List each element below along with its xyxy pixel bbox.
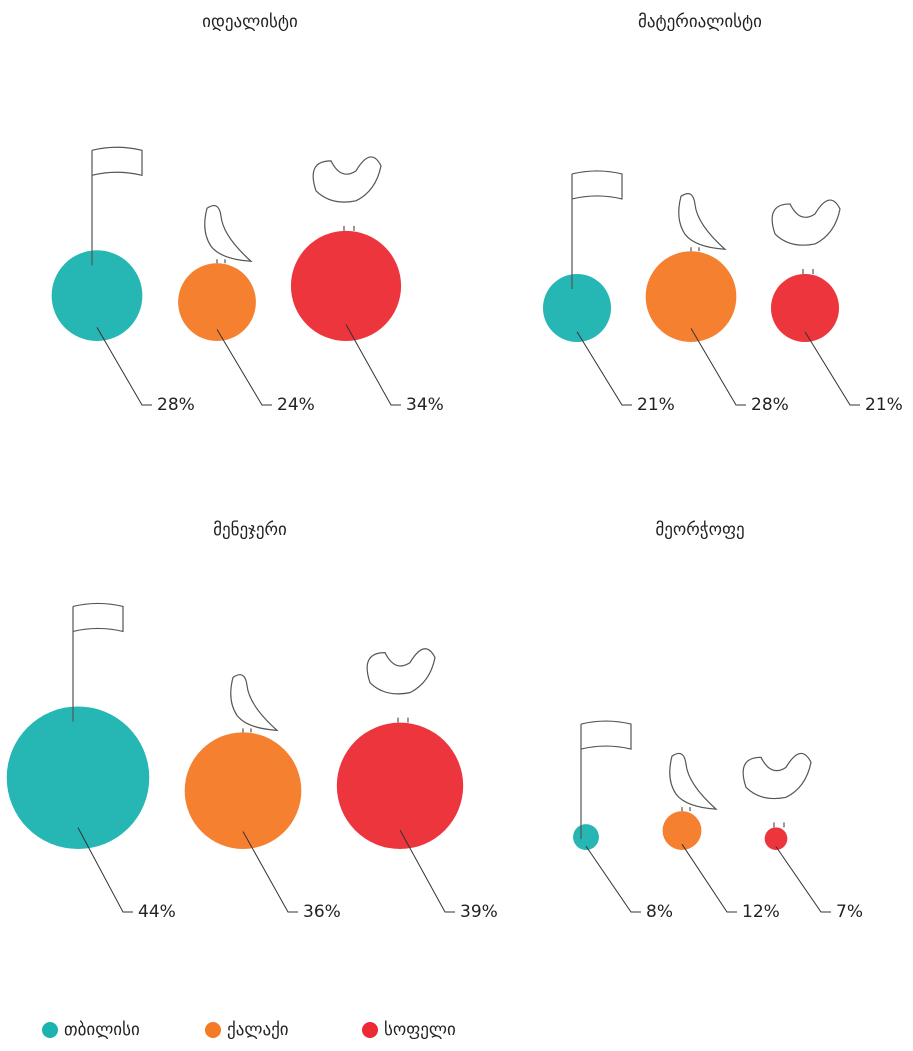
leader-line xyxy=(216,329,272,406)
value-label: 44% xyxy=(138,902,176,922)
bubble xyxy=(542,273,612,343)
value-label: 8% xyxy=(646,902,673,922)
bubble xyxy=(770,273,840,343)
bubble xyxy=(178,263,256,341)
rooster-icon xyxy=(312,156,382,231)
leader-line xyxy=(775,846,831,913)
pigeon-icon xyxy=(204,205,253,264)
bubble xyxy=(645,251,737,342)
bubble xyxy=(51,250,143,341)
rooster-icon xyxy=(771,199,841,274)
leader-line xyxy=(681,843,737,913)
leader-line xyxy=(96,327,152,406)
flag-icon xyxy=(91,146,143,266)
value-label: 12% xyxy=(742,902,780,922)
bubble xyxy=(573,824,599,850)
leader-line xyxy=(690,328,746,406)
bubble xyxy=(764,827,788,850)
flag-icon xyxy=(571,170,623,289)
leader-line xyxy=(585,845,641,913)
panel-title: იდეალისტი xyxy=(202,12,298,32)
pigeon-icon xyxy=(669,752,718,812)
panel-title: მატერიალისტი xyxy=(638,12,762,32)
value-label: 28% xyxy=(751,395,789,415)
leader-line xyxy=(399,829,455,913)
bubble xyxy=(336,722,464,849)
value-label: 39% xyxy=(460,902,498,922)
rooster-icon xyxy=(366,648,436,723)
leader-line xyxy=(77,827,133,913)
value-label: 21% xyxy=(637,395,675,415)
legend-marker xyxy=(42,1022,58,1038)
value-label: 36% xyxy=(303,902,341,922)
pigeon-icon xyxy=(230,674,279,733)
panel-title: მეორჭოფე xyxy=(655,520,744,540)
bubble xyxy=(184,732,302,849)
bubble xyxy=(662,811,702,850)
legend-label: სოფელი xyxy=(384,1020,456,1040)
leader-line xyxy=(242,831,298,913)
value-label: 7% xyxy=(836,902,863,922)
value-label: 24% xyxy=(277,395,315,415)
legend-marker xyxy=(362,1022,378,1038)
value-label: 28% xyxy=(157,395,195,415)
flag-icon xyxy=(72,602,124,722)
rooster-icon xyxy=(742,752,812,828)
bubble xyxy=(6,706,150,849)
pigeon-icon xyxy=(678,193,727,252)
flag-icon xyxy=(580,720,632,840)
value-label: 21% xyxy=(865,395,903,415)
bubble xyxy=(290,230,402,341)
leader-line xyxy=(804,331,860,406)
leader-line xyxy=(576,331,632,406)
legend-marker xyxy=(205,1022,221,1038)
panel-title: მენეჯერი xyxy=(213,520,287,540)
legend-label: თბილისი xyxy=(64,1020,140,1040)
leader-line xyxy=(345,324,401,406)
legend-label: ქალაქი xyxy=(227,1020,289,1040)
value-label: 34% xyxy=(406,395,444,415)
